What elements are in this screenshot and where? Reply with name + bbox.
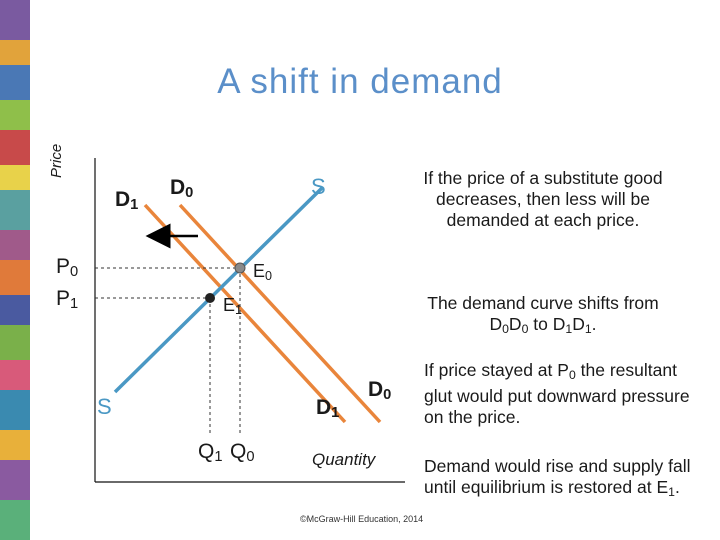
s-top-label: S [311, 174, 326, 199]
decorative-stripe [0, 0, 30, 540]
copyright: ©McGraw-Hill Education, 2014 [300, 514, 424, 524]
slide-title: A shift in demand [217, 62, 503, 101]
d0-bottom-label: D0 [368, 378, 392, 403]
q1-label: Q1 [198, 440, 223, 465]
s-bottom-label: S [97, 394, 112, 419]
e1-point [205, 293, 215, 303]
d1-top-label: D1 [115, 188, 139, 213]
e1-label: E1 [223, 295, 243, 317]
e0-label: E0 [253, 261, 273, 283]
para-equilibrium: Demand would rise and supply fall until … [424, 456, 691, 499]
q0-label: Q0 [230, 440, 255, 465]
d1-bottom-label: D1 [316, 396, 340, 421]
para-shift: The demand curve shifts from D0D0 to D1D… [427, 293, 659, 336]
x-axis-label: Quantity [312, 450, 376, 469]
e0-point [234, 262, 246, 274]
para-substitute: If the price of a substitute good decrea… [423, 168, 663, 230]
p0-label: P0 [56, 255, 79, 280]
d0-curve [178, 203, 382, 424]
p1-label: P1 [56, 287, 79, 312]
y-axis-label: Price [48, 143, 65, 178]
d0-top-label: D0 [170, 176, 194, 201]
para-glut: If price stayed at P0 the resultant glut… [424, 360, 690, 427]
d1-curve [143, 203, 347, 424]
supply-curve [113, 186, 324, 394]
